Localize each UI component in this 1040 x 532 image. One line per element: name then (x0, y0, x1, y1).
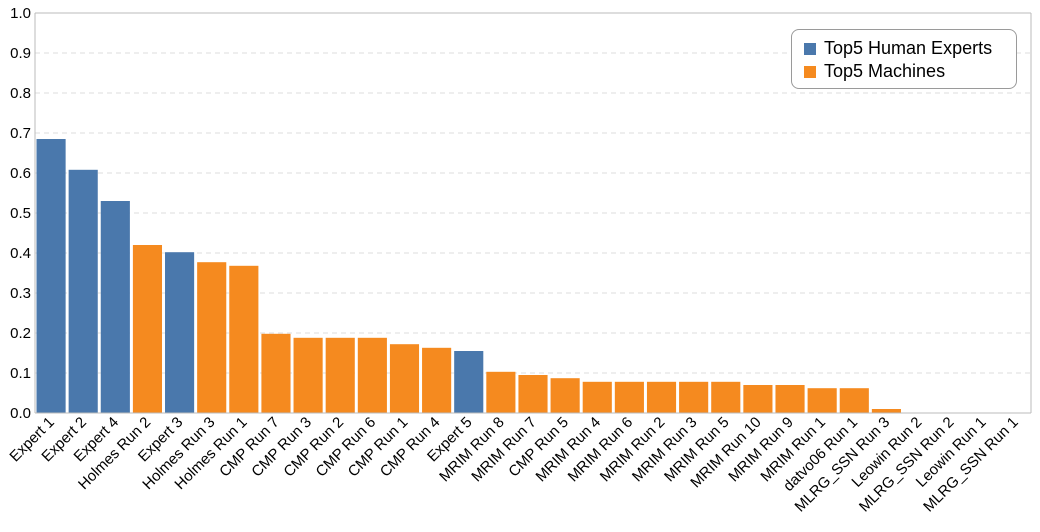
legend-label-human-experts: Top5 Human Experts (824, 38, 993, 58)
bar (839, 388, 869, 413)
y-tick-label: 0.0 (10, 405, 31, 422)
bars (36, 139, 901, 413)
y-tick-label: 0.7 (10, 125, 31, 142)
legend-swatch-machines (804, 65, 816, 78)
bar (486, 371, 516, 413)
bar (679, 381, 709, 413)
bar (422, 347, 452, 413)
bar (389, 344, 420, 413)
bar (454, 351, 484, 413)
axes (34, 12, 1032, 414)
bar (357, 337, 387, 413)
bar (518, 375, 548, 413)
y-tick-label: 0.5 (10, 205, 31, 222)
bar (165, 252, 195, 413)
y-tick-label: 0.2 (10, 325, 31, 342)
y-tick-label: 0.4 (10, 245, 31, 262)
bar (261, 333, 291, 413)
legend: Top5 Human Experts Top5 Machines (791, 29, 1017, 89)
bar (614, 381, 644, 413)
bar (646, 381, 677, 413)
legend-item-machines: Top5 Machines (804, 61, 945, 82)
y-tick-labels: 0.0 0.1 0.2 0.3 0.4 0.5 0.6 0.7 0.8 0.9 1.0 (10, 5, 31, 422)
y-tick-label: 0.9 (10, 45, 31, 62)
legend-label-machines: Top5 Machines (824, 61, 946, 81)
legend-item-human-experts: Top5 Human Experts (804, 38, 992, 59)
bar (229, 265, 259, 413)
bar (36, 139, 66, 413)
y-tick-label: 0.1 (10, 365, 31, 382)
bar (582, 381, 612, 413)
y-tick-label: 0.8 (10, 85, 31, 102)
bar (711, 381, 741, 413)
y-tick-label: 0.6 (10, 165, 31, 182)
bar (775, 385, 805, 413)
bar (550, 378, 580, 413)
bar (100, 201, 130, 413)
bar (325, 337, 355, 413)
bar (197, 262, 227, 413)
bar (132, 245, 163, 413)
bar (871, 409, 901, 413)
bar (743, 385, 773, 413)
legend-swatch-human-experts (804, 42, 816, 55)
bar (293, 337, 323, 413)
bar (807, 388, 837, 413)
y-tick-label: 1.0 (10, 5, 31, 22)
y-tick-label: 0.3 (10, 285, 31, 302)
bar (68, 169, 98, 413)
